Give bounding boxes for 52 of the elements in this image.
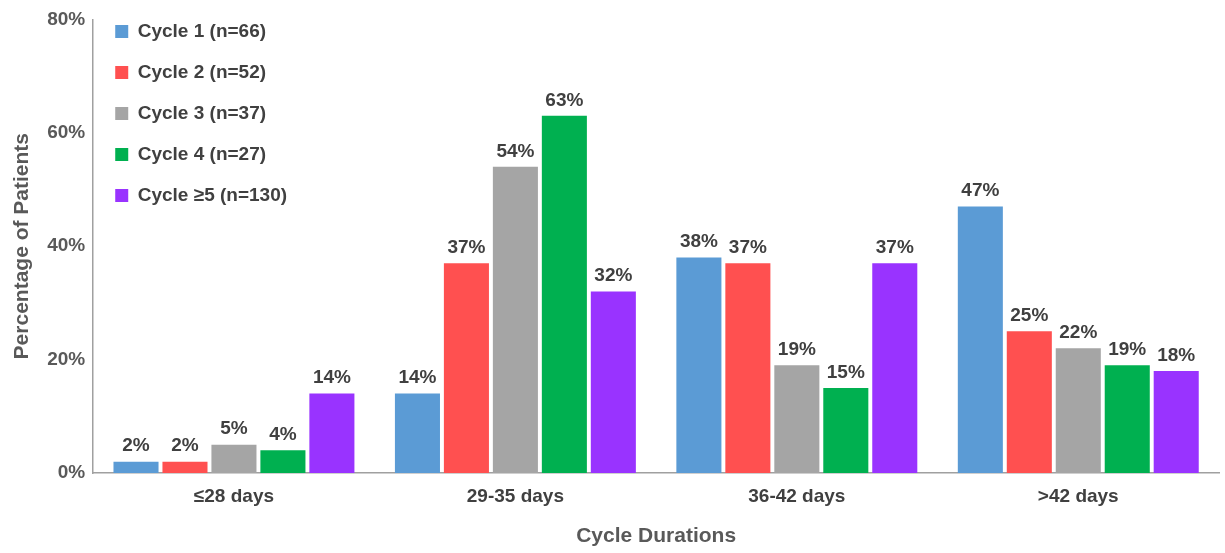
legend-label: Cycle 3 (n=37) — [137, 101, 267, 123]
y-tick-label: 80% — [47, 7, 86, 29]
bar — [394, 393, 440, 473]
legend-label: Cycle 4 (n=27) — [137, 142, 267, 164]
data-label: 2% — [122, 434, 150, 456]
x-tick-label: ≤28 days — [193, 484, 275, 506]
bar — [725, 263, 771, 473]
legend-label: Cycle 1 (n=66) — [137, 19, 267, 41]
x-tick-label: >42 days — [1037, 484, 1119, 506]
x-axis-title: Cycle Durations — [576, 523, 737, 547]
data-label: 18% — [1157, 343, 1196, 365]
y-tick-label: 20% — [47, 347, 86, 369]
data-label: 32% — [594, 264, 633, 286]
x-tick-label: 29-35 days — [466, 484, 564, 506]
bar — [1153, 370, 1199, 473]
bar — [309, 393, 355, 473]
bar — [113, 461, 159, 473]
bar — [676, 257, 722, 473]
data-label: 2% — [171, 434, 199, 456]
legend-label: Cycle 2 (n=52) — [137, 60, 267, 82]
bar — [443, 263, 489, 473]
bar — [260, 450, 306, 473]
data-label: 15% — [826, 360, 865, 382]
bar — [1104, 365, 1150, 473]
data-label: 5% — [220, 417, 248, 439]
y-tick-label: 60% — [47, 121, 86, 143]
data-label: 54% — [496, 139, 535, 161]
data-label: 38% — [679, 230, 719, 252]
bar — [541, 115, 587, 473]
data-label: 14% — [398, 366, 437, 388]
y-tick-label: 40% — [47, 234, 86, 256]
bar — [823, 387, 869, 473]
bar — [872, 263, 918, 473]
data-label: 47% — [961, 179, 1000, 201]
y-tick-label: 0% — [57, 461, 86, 483]
data-label: 19% — [777, 338, 816, 359]
data-label: 63% — [545, 88, 584, 110]
x-tick-label: 36-42 days — [748, 484, 846, 506]
data-label: 14% — [312, 366, 352, 388]
bar — [1006, 331, 1052, 473]
data-label: 22% — [1059, 320, 1098, 342]
legend-label: Cycle ≥5 (n=130) — [137, 183, 288, 205]
bar — [162, 461, 208, 473]
y-axis-title: Percentage of Patients — [9, 133, 33, 360]
data-label: 37% — [728, 235, 767, 257]
data-label: 37% — [875, 235, 914, 257]
data-label: 37% — [447, 235, 486, 257]
data-label: 25% — [1010, 303, 1049, 325]
data-label: 19% — [1108, 338, 1147, 359]
data-label: 4% — [269, 423, 297, 445]
bar — [590, 291, 636, 473]
bar — [957, 206, 1003, 473]
